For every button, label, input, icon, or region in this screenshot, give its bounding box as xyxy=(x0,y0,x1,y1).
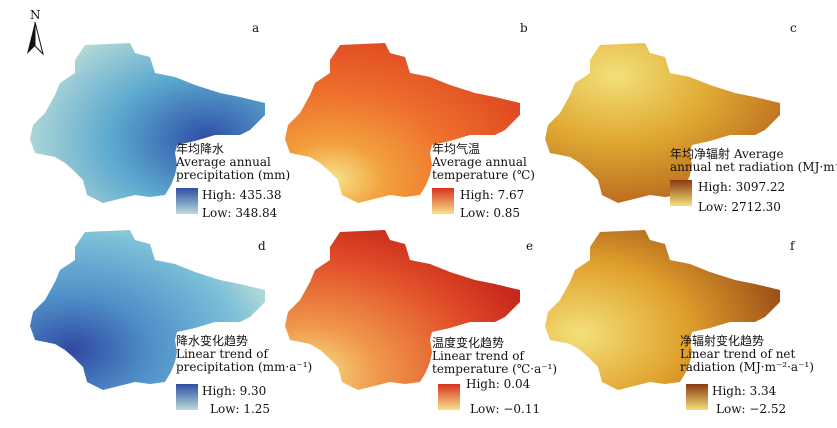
panel-d-low: Low: 1.25 xyxy=(210,402,271,416)
panel-b-title-en-2: temperature (℃) xyxy=(432,168,535,182)
north-label: N xyxy=(30,8,41,22)
panel-b-title-cn: 年均气温 xyxy=(432,142,481,156)
legend-swatch-c xyxy=(670,180,692,206)
panel-a-high: High: 435.38 xyxy=(202,188,282,202)
panel-b-letter: b xyxy=(520,21,528,35)
panel-c-letter: c xyxy=(790,21,797,35)
panel-a-title-en-2: precipitation (mm) xyxy=(176,168,291,182)
panel-e-title-en-1: Linear trend of xyxy=(432,349,524,363)
panel-a-letter: a xyxy=(252,21,260,35)
panel-f-low: Low: −2.52 xyxy=(716,402,787,416)
panel-e-letter: e xyxy=(526,239,534,253)
panel-b-high: High: 7.67 xyxy=(460,188,525,202)
panel-e-title-en-2: temperature (℃·a⁻¹) xyxy=(432,362,558,376)
panel-f-high: High: 3.34 xyxy=(712,384,777,398)
panel-f-title-en-1: Linear trend of net xyxy=(680,347,796,361)
panel-d-title-cn: 降水变化趋势 xyxy=(176,334,249,348)
panel-d-title-en-1: Linear trend of xyxy=(176,347,268,361)
north-arrow: N xyxy=(25,8,45,62)
panel-b-low: Low: 0.85 xyxy=(460,206,521,220)
north-arrow-icon xyxy=(27,21,44,56)
legend-swatch-b xyxy=(432,188,454,214)
panel-c-title-cn: 年均净辐射 Average xyxy=(670,147,784,161)
panel-a-title-cn: 年均降水 xyxy=(176,142,225,156)
panel-c-low: Low: 2712.30 xyxy=(698,200,781,214)
panel-f-letter: f xyxy=(790,239,795,253)
legend-swatch-d xyxy=(176,384,198,410)
map-c xyxy=(545,43,780,203)
panel-a-title-en-1: Average annual xyxy=(176,155,271,169)
panel-c-high: High: 3097.22 xyxy=(698,180,786,194)
panel-e-high: High: 0.04 xyxy=(466,377,531,391)
panel-f-title-en-2: radiation (MJ·m⁻²·a⁻¹) xyxy=(680,360,814,374)
panel-f-title-cn: 净辐射变化趋势 xyxy=(680,334,765,348)
panel-a-low: Low: 348.84 xyxy=(202,206,278,220)
panel-e-low: Low: −0.11 xyxy=(470,402,541,416)
panel-d-title-en-2: precipitation (mm·a⁻¹) xyxy=(176,360,313,374)
legend-swatch-a xyxy=(176,188,198,214)
panel-d-letter: d xyxy=(258,239,266,253)
panel-d-high: High: 9.30 xyxy=(202,384,267,398)
panel-e-title-cn: 温度变化趋势 xyxy=(432,336,505,350)
panel-b-title-en-1: Average annual xyxy=(432,155,527,169)
legend-swatch-f xyxy=(686,384,708,410)
panel-c-title-en-1: annual net radiation (MJ·m⁻²) xyxy=(670,160,837,174)
legend-swatch-e xyxy=(438,384,460,410)
